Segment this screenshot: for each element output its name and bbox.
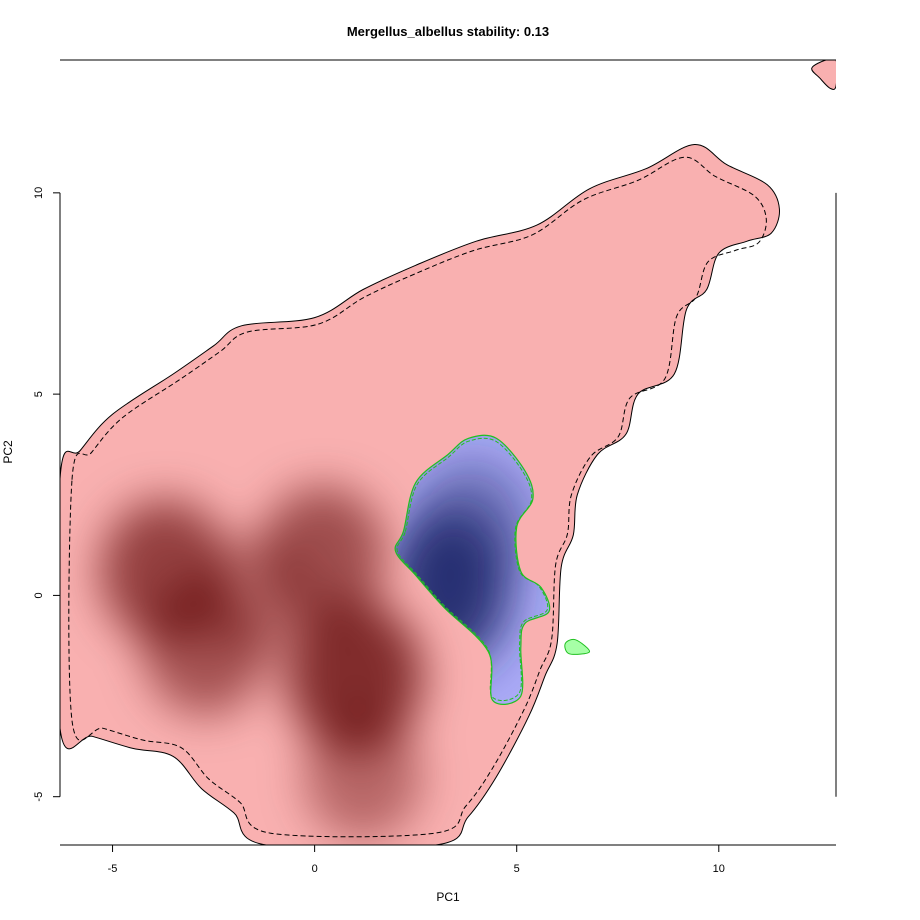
axes: -5 0 5 10 -5 0 5 10 (33, 59, 837, 875)
x-tick-label--5: -5 (108, 863, 118, 875)
focal-dashed-contour (396, 437, 549, 702)
focal-peak-secondary (412, 456, 533, 597)
background-density-small-region (811, 60, 836, 90)
x-tick-label-0: 0 (312, 863, 318, 875)
x-axis-label: PC1 (436, 890, 460, 904)
background-peak-6 (197, 534, 311, 657)
plot-area (60, 60, 836, 845)
focal-solid-contour (394, 434, 551, 705)
background-dashed-contour (68, 156, 767, 838)
y-axis-label: PC2 (1, 440, 15, 464)
x-tick-label-10: 10 (713, 863, 725, 875)
background-density-peaks (100, 486, 424, 840)
focal-small-region (564, 638, 590, 655)
y-tick-label--5: -5 (33, 792, 45, 802)
background-peak-5 (304, 713, 423, 840)
x-tick-label-5: 5 (514, 863, 520, 875)
background-solid-contour (60, 143, 780, 845)
background-small-contour (811, 60, 836, 90)
background-peak-1 (287, 599, 424, 752)
y-tick-label-10: 10 (33, 187, 45, 199)
y-tick-label-0: 0 (33, 592, 45, 598)
chart-title: Mergellus_albellus stability: 0.13 (347, 24, 549, 39)
y-tick-label-5: 5 (33, 391, 45, 397)
